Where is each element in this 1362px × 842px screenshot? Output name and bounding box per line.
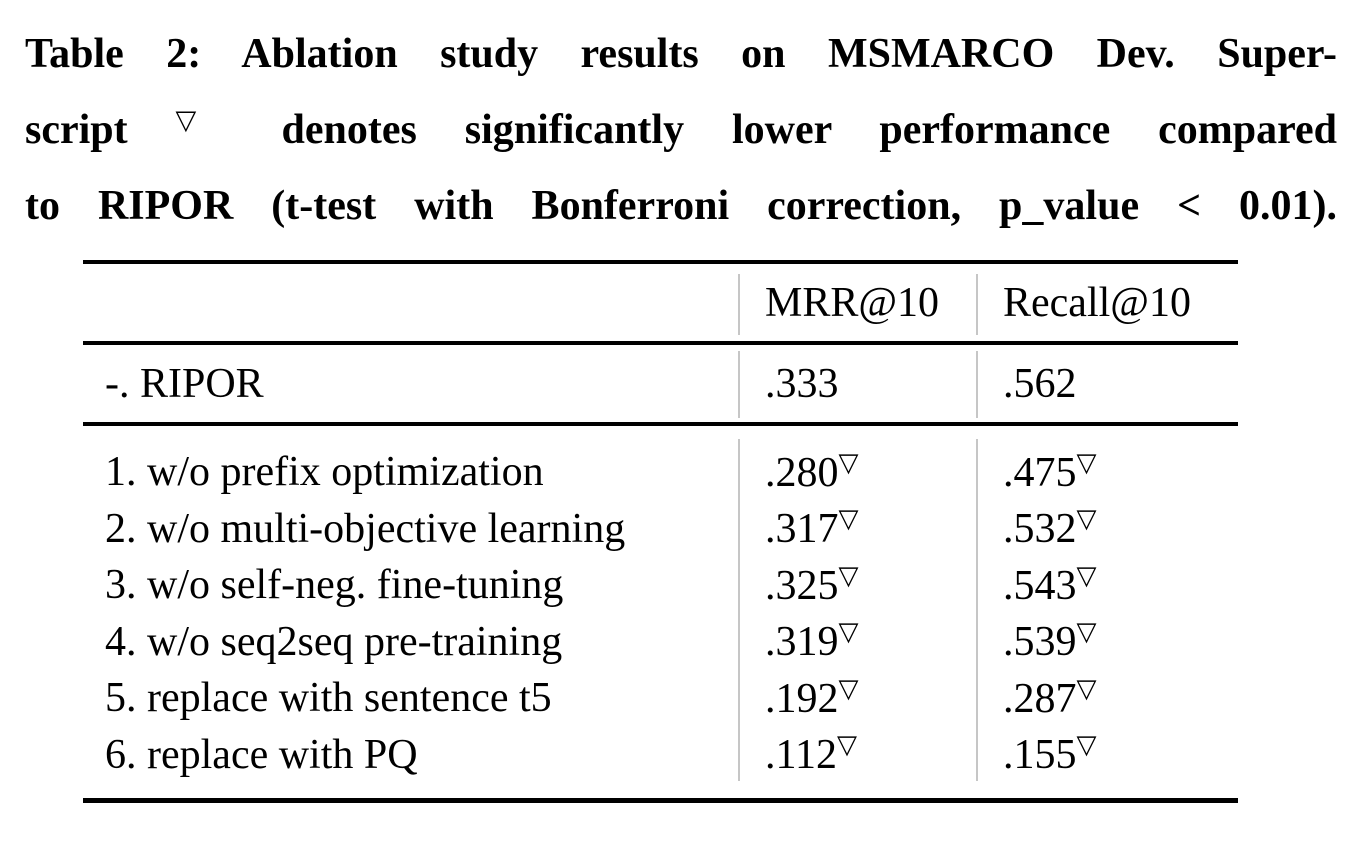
- metric-value: .532: [1003, 506, 1077, 553]
- metric-value: .562: [1003, 361, 1077, 407]
- mrr-value: .319▽: [739, 617, 977, 666]
- column-divider: [976, 274, 978, 335]
- metric-value: .287: [1003, 675, 1077, 722]
- caption-text: denotes significantly lower performance …: [233, 107, 1337, 153]
- table-row: 5. replace with sentence t5 .192▽ .287▽: [83, 670, 1238, 727]
- table-caption: Table 2: Ablation study results on MSMAR…: [25, 11, 1337, 239]
- column-divider: [738, 351, 740, 418]
- method-label: -. RIPOR: [105, 360, 264, 407]
- mrr-value: .333: [739, 359, 977, 408]
- table-header-row: MRR@10 Recall@10: [83, 264, 1238, 341]
- triangle-superscript-icon: ▽: [175, 105, 234, 135]
- significance-marker-icon: ▽: [836, 730, 857, 760]
- method-label: 2. w/o multi-objective learning: [105, 505, 626, 552]
- recall-value: .532▽: [977, 504, 1238, 553]
- table-row: 4. w/o seq2seq pre-training .319▽ .539▽: [83, 614, 1238, 671]
- recall-value: .543▽: [977, 561, 1238, 610]
- metric-value: .112: [765, 732, 837, 779]
- significance-marker-icon: ▽: [1076, 617, 1097, 647]
- significance-marker-icon: ▽: [838, 560, 859, 590]
- recall-value: .562: [977, 359, 1238, 408]
- column-divider: [976, 351, 978, 418]
- recall-value: .155▽: [977, 730, 1238, 779]
- table-row: 3. w/o self-neg. fine-tuning .325▽ .543▽: [83, 557, 1238, 614]
- significance-marker-icon: ▽: [1076, 673, 1097, 703]
- baseline-midrule: [83, 422, 1238, 426]
- header-recall: Recall@10: [1003, 279, 1191, 326]
- metric-value: .280: [765, 449, 839, 496]
- header-mrr: MRR@10: [765, 279, 940, 326]
- baseline-row: -. RIPOR .333 .562: [83, 345, 1238, 422]
- mrr-value: .112▽: [739, 730, 977, 779]
- recall-value: .475▽: [977, 448, 1238, 497]
- header-midrule: [83, 341, 1238, 345]
- ablation-results-table: MRR@10 Recall@10 -. RIPOR .333 .562 1. w…: [83, 260, 1238, 803]
- metric-value: .475: [1003, 449, 1077, 496]
- column-divider: [738, 439, 740, 781]
- significance-marker-icon: ▽: [1076, 560, 1097, 590]
- mrr-value: .325▽: [739, 561, 977, 610]
- significance-marker-icon: ▽: [838, 447, 859, 477]
- caption-line-3: to RIPOR (t-test with Bonferroni correct…: [25, 163, 1337, 239]
- ablation-rows-section: 1. w/o prefix optimization .280▽ .475▽ 2…: [83, 426, 1238, 798]
- mrr-value: .280▽: [739, 448, 977, 497]
- table-row: 1. w/o prefix optimization .280▽ .475▽: [83, 444, 1238, 501]
- metric-value: .155: [1003, 732, 1077, 779]
- table-top-rule: [83, 260, 1238, 264]
- method-label: 5. replace with sentence t5: [105, 675, 552, 722]
- caption-text: Table 2: Ablation study results on MSMAR…: [25, 31, 1337, 77]
- metric-value: .319: [765, 619, 839, 666]
- method-label: 6. replace with PQ: [105, 731, 418, 778]
- significance-marker-icon: ▽: [1076, 447, 1097, 477]
- method-label: 3. w/o self-neg. fine-tuning: [105, 562, 564, 609]
- significance-marker-icon: ▽: [1076, 730, 1097, 760]
- metric-value: .333: [765, 361, 839, 407]
- metric-value: .543: [1003, 562, 1077, 609]
- mrr-value: .317▽: [739, 504, 977, 553]
- significance-marker-icon: ▽: [838, 504, 859, 534]
- method-label: 4. w/o seq2seq pre-training: [105, 618, 563, 665]
- column-divider: [738, 274, 740, 335]
- mrr-value: .192▽: [739, 674, 977, 723]
- column-divider: [976, 439, 978, 781]
- caption-text: script: [25, 107, 176, 153]
- metric-value: .192: [765, 675, 839, 722]
- caption-text: to RIPOR (t-test with Bonferroni correct…: [25, 183, 1337, 229]
- metric-value: .539: [1003, 619, 1077, 666]
- significance-marker-icon: ▽: [1076, 504, 1097, 534]
- recall-value: .539▽: [977, 617, 1238, 666]
- table-bottom-rule: [83, 798, 1238, 803]
- table-row: 2. w/o multi-objective learning .317▽ .5…: [83, 501, 1238, 558]
- method-label: 1. w/o prefix optimization: [105, 449, 544, 496]
- caption-line-2: script ▽ denotes significantly lower per…: [25, 87, 1337, 163]
- table-row: 6. replace with PQ .112▽ .155▽: [83, 727, 1238, 784]
- recall-value: .287▽: [977, 674, 1238, 723]
- significance-marker-icon: ▽: [838, 617, 859, 647]
- caption-line-1: Table 2: Ablation study results on MSMAR…: [25, 11, 1337, 87]
- metric-value: .317: [765, 506, 839, 553]
- significance-marker-icon: ▽: [838, 673, 859, 703]
- metric-value: .325: [765, 562, 839, 609]
